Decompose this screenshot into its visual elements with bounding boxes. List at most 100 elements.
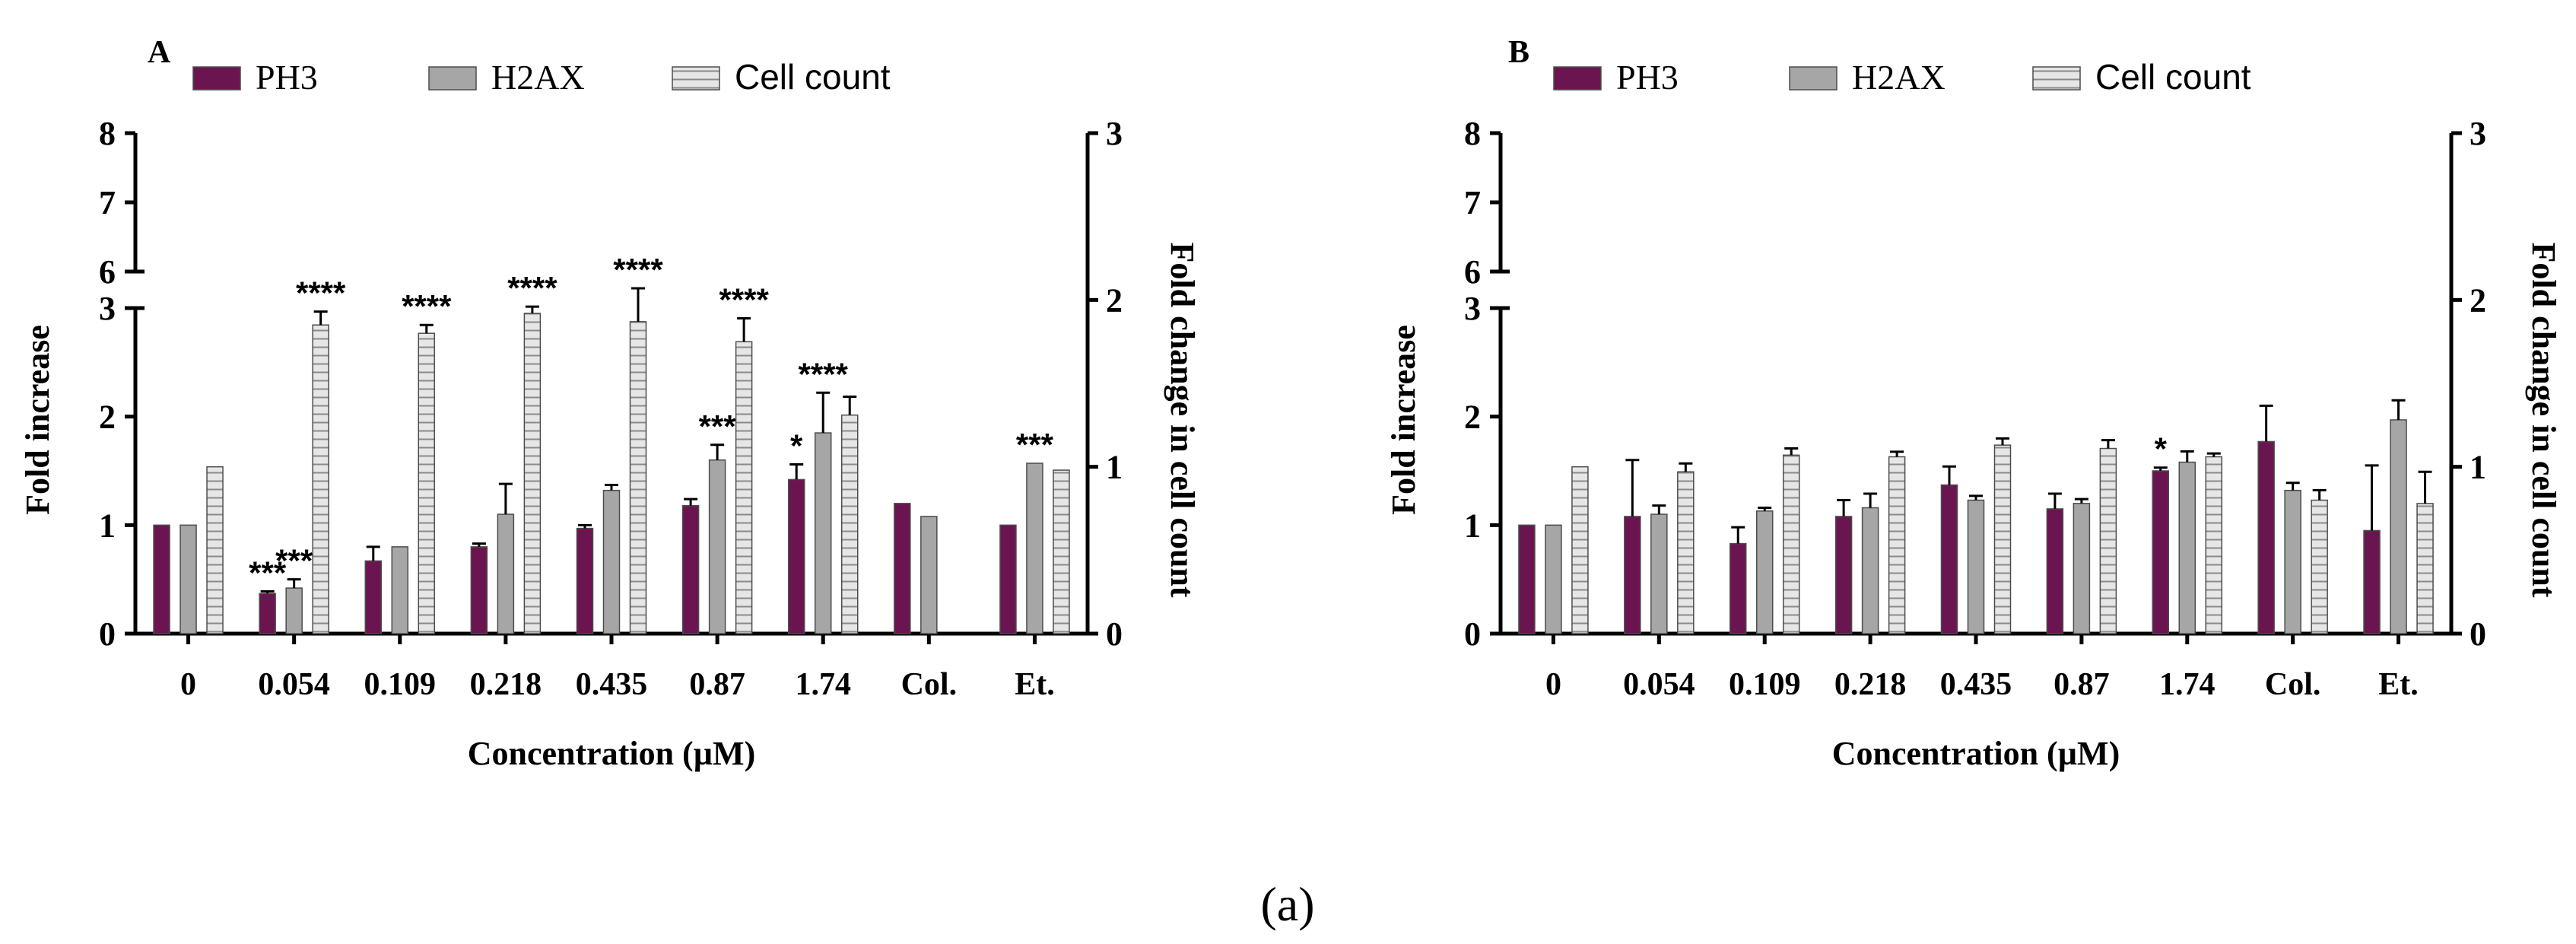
significance-marker: * [2155, 431, 2168, 467]
error-bar [1784, 447, 1799, 456]
bar-cell-count [206, 466, 224, 634]
right-tick-label: 0 [2470, 615, 2486, 653]
error-bar [2180, 450, 2194, 462]
right-tick-label: 2 [1106, 281, 1123, 319]
bar-cell-count [2311, 499, 2328, 634]
error-bar [2391, 399, 2406, 420]
left-tick-label: 8 [1464, 115, 1481, 152]
x-tick-label: 0.435 [1940, 667, 2012, 702]
right-tick-label: 3 [1106, 115, 1123, 152]
error-bar [419, 323, 434, 334]
error-bar [1679, 462, 1693, 472]
legend-swatch [1553, 66, 1602, 91]
left-tick-label: 3 [1464, 290, 1481, 327]
bar-cell-count [840, 414, 859, 634]
bar-h2ax [814, 432, 832, 634]
error-bar [605, 484, 618, 491]
error-bar [2047, 492, 2062, 509]
error-bar [737, 316, 751, 342]
left-tick-label: 2 [1464, 399, 1481, 436]
significance-marker: *** [275, 543, 313, 579]
bar-ph3 [1834, 516, 1853, 634]
bar-h2ax [2390, 419, 2407, 634]
x-tick-label: 0.87 [689, 667, 745, 702]
bar-h2ax [1650, 513, 1668, 634]
bar-h2ax [920, 516, 938, 634]
bar-h2ax [708, 459, 726, 634]
error-bar [2206, 452, 2221, 457]
x-tick-label: Et. [2378, 667, 2419, 702]
bar-h2ax [1026, 462, 1043, 634]
bar-cell-count [629, 321, 647, 634]
bar-h2ax [1755, 510, 1774, 634]
legend-label: H2AX [491, 58, 585, 97]
error-bar [1625, 459, 1640, 516]
significance-marker: *** [1016, 427, 1054, 462]
legend-swatch [428, 66, 477, 91]
left-tick-label: 2 [99, 399, 116, 436]
error-bar [1731, 526, 1745, 544]
left-tick-label: 7 [1464, 184, 1481, 221]
bar-h2ax [602, 489, 621, 634]
error-bar [2365, 464, 2379, 531]
x-tick-label: 0.218 [470, 667, 542, 702]
bar-ph3 [153, 524, 170, 634]
bar-cell-count [418, 332, 436, 634]
bar-ph3 [1729, 542, 1747, 634]
legend-swatch [192, 66, 241, 91]
error-bar [710, 443, 725, 460]
error-bar [2259, 404, 2273, 442]
bar-cell-count [523, 313, 542, 634]
x-tick-label: Et. [1015, 667, 1055, 702]
error-bar [816, 391, 831, 434]
significance-marker: **** [507, 270, 557, 306]
x-tick-label: Col. [901, 667, 958, 702]
significance-marker: **** [296, 275, 346, 311]
significance-marker: *** [249, 555, 287, 590]
error-bar [1996, 437, 2009, 446]
error-bar [2074, 497, 2088, 504]
x-tick-label: 0.87 [2053, 667, 2110, 702]
bar-cell-count [2205, 456, 2223, 634]
bar-h2ax [1967, 499, 1985, 634]
error-bar [472, 542, 486, 547]
bar-h2ax [1861, 507, 1879, 634]
left-tick-label: 6 [1464, 253, 1481, 291]
bar-cell-count [2416, 503, 2434, 634]
x-tick-label: 1.74 [2159, 667, 2215, 702]
error-bar [1758, 507, 1772, 511]
left-tick-label: 8 [99, 115, 116, 152]
legend-swatch [1789, 66, 1838, 91]
bar-h2ax [391, 546, 409, 634]
error-bar [1837, 499, 1851, 516]
bar-cell-count [1782, 454, 1800, 634]
x-tick-label: 0.054 [1623, 667, 1695, 702]
right-tick-label: 1 [2470, 449, 2486, 486]
error-bar [498, 482, 513, 515]
panel-label: A [148, 35, 171, 70]
bar-cell-count [312, 324, 329, 634]
error-bar [2418, 470, 2432, 504]
bar-cell-count [2099, 447, 2117, 634]
right-tick-label: 2 [2470, 281, 2486, 319]
error-bar [366, 545, 380, 561]
bar-ph3 [2046, 508, 2064, 634]
x-tick-label: 0.435 [576, 667, 648, 702]
legend-label: H2AX [1852, 58, 1945, 97]
error-bar [2285, 482, 2300, 491]
significance-marker: **** [799, 356, 849, 392]
error-bar [2153, 466, 2168, 471]
error-bar [684, 497, 698, 506]
error-bar [313, 310, 328, 326]
x-tick-label: 1.74 [795, 667, 851, 702]
error-bar [2312, 488, 2327, 501]
error-bar [631, 287, 645, 322]
bar-h2ax [497, 513, 515, 634]
x-axis-title: Concentration (µM) [468, 735, 756, 772]
left-tick-label: 7 [99, 184, 116, 221]
error-bar [789, 462, 804, 480]
legend-swatch [2032, 66, 2081, 91]
bar-ph3 [470, 546, 488, 634]
